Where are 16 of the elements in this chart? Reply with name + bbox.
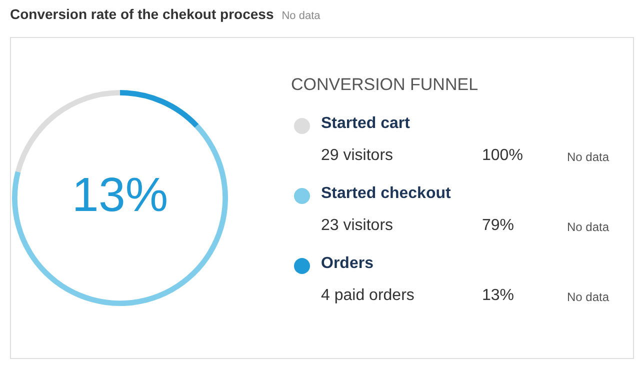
text: Conversion rate of the chekout process — [10, 6, 274, 22]
text: No data — [567, 150, 610, 164]
text: No data — [282, 10, 320, 22]
text: No data — [567, 290, 610, 304]
legend-title: CONVERSION FUNNEL — [291, 75, 478, 95]
text: 29 visitors — [321, 147, 394, 165]
text: 13% — [72, 169, 168, 222]
data-label: 100% — [482, 147, 523, 165]
text: No data — [567, 220, 610, 234]
category-label: Orders — [321, 255, 374, 273]
text: 4 paid orders — [321, 287, 414, 305]
data-label: 13% — [482, 287, 514, 305]
category-label: Started cart — [321, 115, 410, 133]
data-label: 79% — [482, 217, 514, 235]
text: 23 visitors — [321, 217, 394, 235]
category-label: Started checkout — [321, 185, 451, 203]
